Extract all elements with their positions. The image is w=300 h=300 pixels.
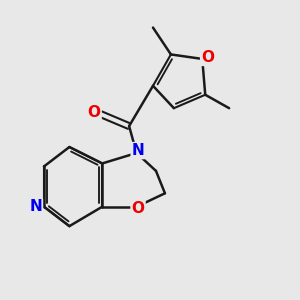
Text: O: O (201, 50, 214, 65)
Text: O: O (132, 201, 145, 216)
Text: N: N (132, 143, 144, 158)
Text: N: N (29, 199, 42, 214)
Text: O: O (88, 105, 101, 120)
